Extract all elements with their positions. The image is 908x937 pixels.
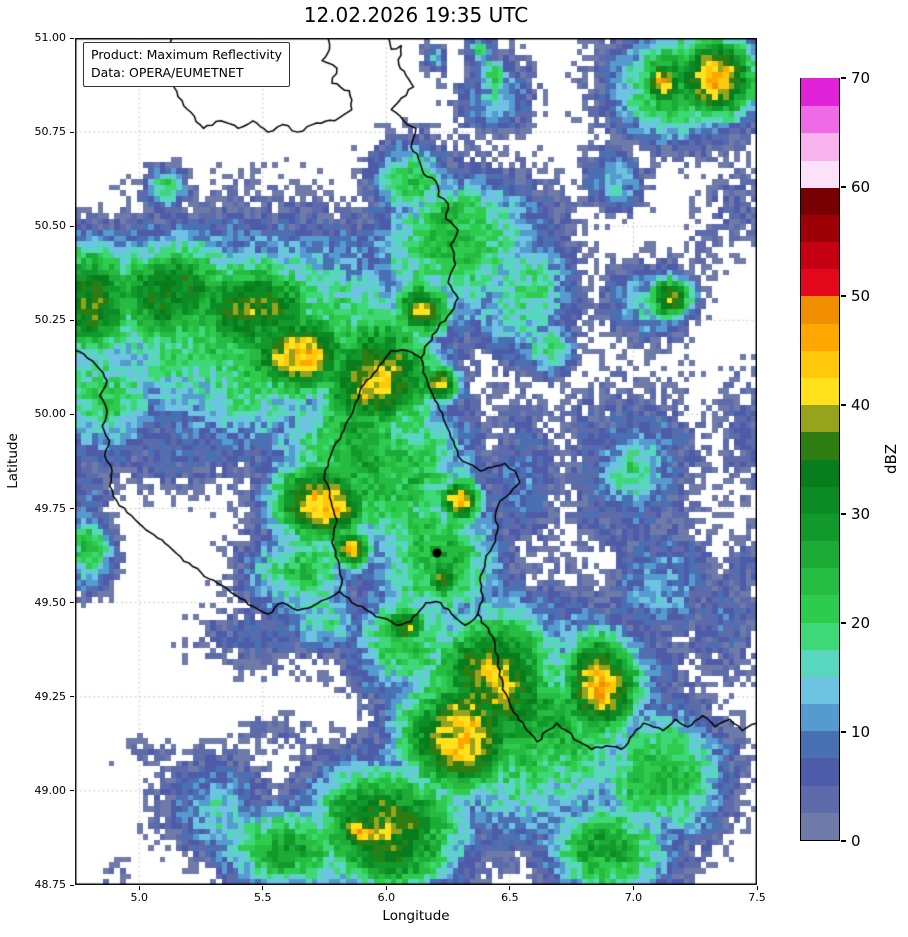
- x-tick-mark: [138, 886, 140, 890]
- y-tick-mark: [70, 37, 74, 39]
- radar-reflectivity-map: [75, 38, 757, 885]
- figure-title: 12.02.2026 19:35 UTC: [303, 3, 529, 27]
- colorbar-tick-mark: [841, 404, 846, 406]
- colorbar-band: [801, 295, 839, 324]
- x-tick-label: 6.5: [501, 891, 519, 904]
- colorbar-tick-label: 30: [851, 504, 871, 523]
- x-tick-mark: [262, 886, 264, 890]
- x-tick-mark: [632, 886, 634, 890]
- colorbar-tick-label: 60: [851, 177, 871, 196]
- colorbar-tick-label: 20: [851, 613, 871, 632]
- x-tick-mark: [385, 886, 387, 890]
- colorbar-tick-label: 10: [851, 722, 871, 741]
- colorbar-band: [801, 268, 839, 297]
- x-tick-label: 7.5: [748, 891, 766, 904]
- colorbar-band: [801, 730, 839, 759]
- y-axis-label: Latitude: [5, 433, 21, 489]
- colorbar-tick-mark: [841, 513, 846, 515]
- colorbar-band: [801, 77, 839, 107]
- x-tick-mark: [756, 886, 758, 890]
- colorbar-tick-label: 50: [851, 286, 871, 305]
- colorbar-band: [801, 757, 839, 786]
- y-tick-mark: [70, 696, 74, 698]
- colorbar-band: [801, 431, 839, 460]
- map-plot-area: [75, 38, 757, 885]
- y-tick-mark: [70, 131, 74, 133]
- x-tick-mark: [509, 886, 511, 890]
- colorbar-tick-label: 0: [851, 831, 861, 850]
- y-tick-label: 50.75: [34, 125, 67, 139]
- colorbar-tick-label: 40: [851, 395, 871, 414]
- colorbar-tick-mark: [841, 731, 846, 733]
- y-tick-label: 49.75: [34, 501, 67, 515]
- colorbar-band: [801, 485, 839, 514]
- colorbar-band: [801, 539, 839, 569]
- y-tick-label: 50.50: [34, 219, 67, 233]
- colorbar-tick-mark: [841, 622, 846, 624]
- colorbar-band: [801, 675, 839, 705]
- colorbar-band: [801, 621, 839, 650]
- y-tick-mark: [70, 225, 74, 227]
- colorbar-band: [801, 213, 839, 243]
- colorbar-band: [801, 784, 839, 813]
- colorbar-band: [801, 702, 839, 732]
- y-tick-label: 49.00: [34, 783, 67, 797]
- colorbar: [800, 77, 840, 841]
- colorbar-band: [801, 105, 839, 134]
- colorbar-band: [801, 349, 839, 378]
- x-tick-label: 6.0: [377, 891, 396, 904]
- colorbar-band: [801, 594, 839, 623]
- colorbar-label: dBZ: [882, 443, 900, 475]
- colorbar-band: [801, 811, 839, 840]
- colorbar-tick-mark: [841, 77, 846, 79]
- y-tick-mark: [70, 884, 74, 886]
- colorbar-band: [801, 132, 839, 161]
- y-tick-mark: [70, 602, 74, 604]
- y-tick-mark: [70, 508, 74, 510]
- colorbar-band: [801, 159, 839, 188]
- x-axis-label: Longitude: [382, 908, 450, 924]
- colorbar-band: [801, 322, 839, 351]
- colorbar-band: [801, 240, 839, 270]
- colorbar-band: [801, 648, 839, 677]
- y-tick-label: 50.00: [34, 407, 67, 421]
- y-tick-mark: [70, 319, 74, 321]
- colorbar-band: [801, 567, 839, 596]
- colorbar-band: [801, 458, 839, 487]
- colorbar-band: [801, 404, 839, 433]
- colorbar-band: [801, 512, 839, 542]
- product-info-line2: Data: OPERA/EUMETNET: [91, 64, 244, 80]
- colorbar-tick-label: 70: [851, 68, 871, 87]
- x-tick-label: 5.0: [130, 891, 148, 904]
- y-tick-label: 51.00: [34, 31, 67, 44]
- colorbar-band: [801, 376, 839, 406]
- y-tick-label: 49.25: [34, 689, 67, 703]
- y-tick-label: 50.25: [34, 313, 67, 327]
- colorbar-tick-mark: [841, 295, 846, 297]
- colorbar-band: [801, 186, 839, 215]
- y-tick-mark: [70, 790, 74, 792]
- colorbar-tick-mark: [841, 840, 846, 842]
- x-tick-label: 5.5: [254, 891, 272, 904]
- product-info-line1: Product: Maximum Reflectivity: [91, 47, 283, 62]
- product-info-box: Product: Maximum Reflectivity Data: OPER…: [83, 42, 291, 87]
- y-tick-label: 49.50: [34, 595, 67, 609]
- y-tick-mark: [70, 413, 74, 415]
- colorbar-tick-mark: [841, 186, 846, 188]
- x-tick-label: 7.0: [624, 891, 643, 904]
- y-tick-label: 48.75: [34, 878, 67, 891]
